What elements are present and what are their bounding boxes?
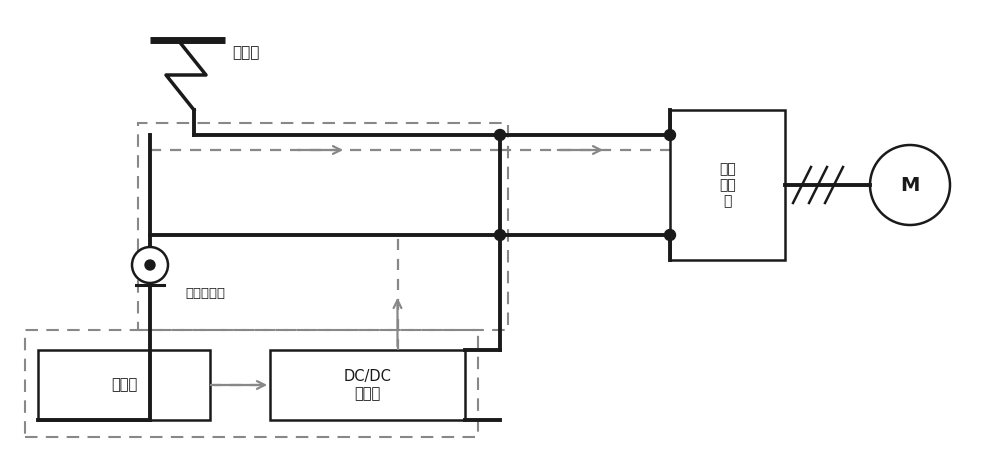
Bar bbox=[670, 110, 785, 260]
Bar bbox=[138, 123, 508, 330]
Text: 第三轨: 第三轨 bbox=[232, 45, 259, 60]
Text: 锂电池: 锂电池 bbox=[111, 378, 137, 392]
Text: 牵引
逆变
器: 牵引 逆变 器 bbox=[719, 162, 736, 208]
Bar bbox=[38, 350, 210, 420]
Text: DC/DC
变流器: DC/DC 变流器 bbox=[344, 369, 391, 401]
Text: 锂电池充电: 锂电池充电 bbox=[185, 287, 225, 300]
Circle shape bbox=[664, 129, 676, 140]
Circle shape bbox=[870, 145, 950, 225]
Circle shape bbox=[132, 247, 168, 283]
Text: M: M bbox=[900, 175, 920, 194]
Bar bbox=[25, 330, 478, 437]
Circle shape bbox=[494, 129, 506, 140]
Circle shape bbox=[664, 230, 676, 240]
Circle shape bbox=[494, 230, 506, 240]
Bar bbox=[270, 350, 465, 420]
Circle shape bbox=[145, 260, 155, 270]
